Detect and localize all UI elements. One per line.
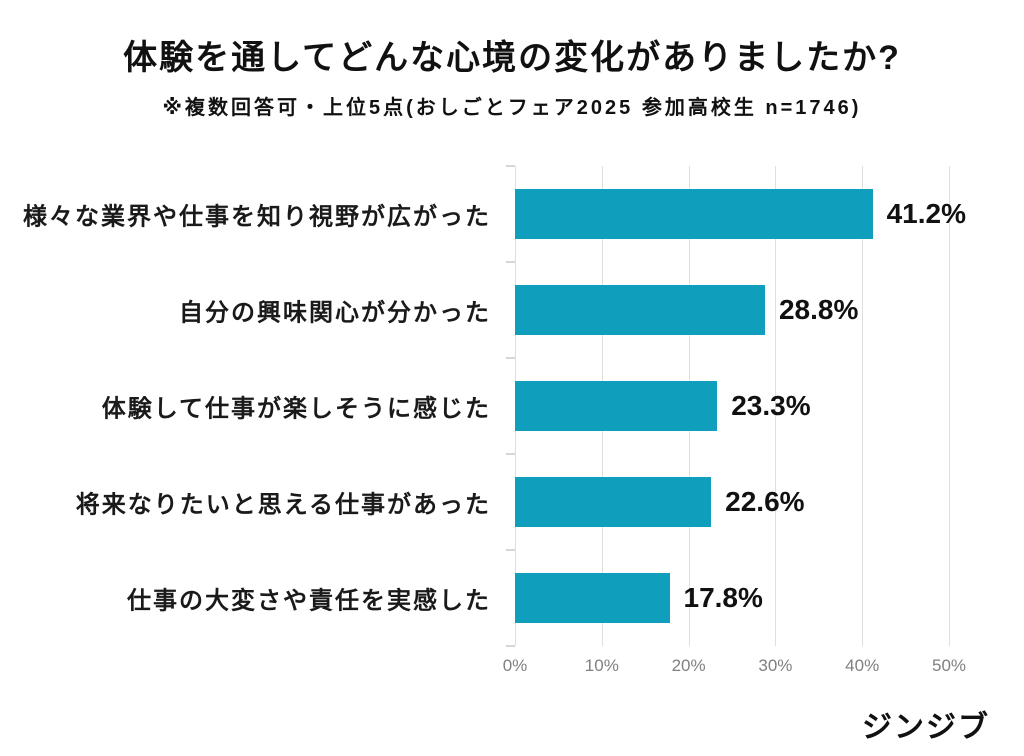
bar-value-label: 28.8% bbox=[778, 294, 859, 325]
bar bbox=[515, 573, 670, 623]
gridline bbox=[775, 166, 777, 646]
bar bbox=[515, 189, 873, 239]
bar-value-label: 17.8% bbox=[683, 582, 763, 613]
category-label: 体験して仕事が楽しそうに感じた bbox=[101, 395, 491, 423]
category-label: 仕事の大変さや責任を実感した bbox=[127, 587, 491, 615]
category-axis-tick bbox=[506, 453, 515, 455]
category-label: 将来なりたいと思える仕事があった bbox=[75, 491, 491, 519]
bar bbox=[515, 381, 718, 431]
bar-row: 17.8% bbox=[515, 550, 949, 646]
bar-value-label: 22.6% bbox=[725, 486, 805, 517]
chart-title: 体験を通してどんな心境の変化がありましたか? bbox=[123, 39, 901, 77]
category-axis-tick bbox=[506, 165, 515, 167]
bar-row: 22.6% bbox=[515, 454, 949, 550]
category-axis-tick bbox=[506, 645, 515, 647]
x-axis-tick-label: 30% bbox=[758, 656, 793, 675]
bar-value-label: 41.2% bbox=[886, 198, 967, 229]
bar bbox=[515, 285, 765, 335]
category-axis-tick bbox=[506, 549, 515, 551]
gridline bbox=[862, 166, 864, 646]
bar-value-label: 23.3% bbox=[731, 390, 811, 421]
category-axis-tick bbox=[506, 261, 515, 263]
gridline bbox=[949, 166, 950, 646]
x-axis-tick-label: 50% bbox=[931, 656, 967, 675]
x-axis-tick-label: 10% bbox=[584, 656, 619, 675]
chart-subtitle: ※複数回答可・上位5点(おしごとフェア2025 参加高校生 n=1746) bbox=[162, 97, 862, 119]
category-label: 自分の興味関心が分かった bbox=[179, 299, 491, 327]
plot-area: 41.2% 28.8% 23.3% 22.6% 17.8% bbox=[506, 165, 966, 647]
category-axis-tick bbox=[506, 357, 515, 359]
x-axis-tick-label: 0% bbox=[502, 656, 528, 675]
brand-logo: ジンジブ bbox=[862, 711, 990, 744]
bar-row: 28.8% bbox=[515, 262, 949, 358]
bar-row: 41.2% bbox=[515, 166, 966, 262]
bar-row: 23.3% bbox=[515, 358, 949, 454]
x-axis-tick-label: 20% bbox=[671, 656, 706, 675]
x-axis-tick-label: 40% bbox=[845, 656, 880, 675]
category-label: 様々な業界や仕事を知り視野が広がった bbox=[23, 203, 491, 231]
bar bbox=[515, 477, 712, 527]
